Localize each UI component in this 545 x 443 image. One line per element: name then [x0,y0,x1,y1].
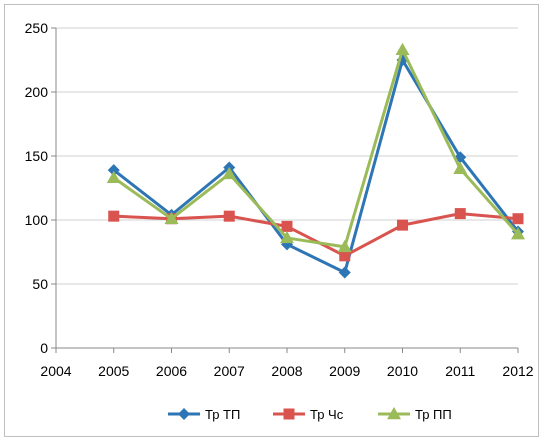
y-tick-label: 250 [25,20,49,36]
legend-marker [283,408,295,420]
legend-marker [178,408,190,420]
y-tick-label: 150 [25,148,49,164]
series-line-1 [112,58,520,274]
x-tick-label: 2012 [502,363,533,379]
series-2-point [108,210,120,222]
legend-label: Тр ТП [205,407,240,422]
series-2-point [281,220,293,232]
series-2-point [339,250,351,262]
series-2-point [397,219,408,231]
series-3-point [164,211,179,224]
series-3-point [395,42,410,56]
y-tick-label: 50 [32,276,48,292]
y-tick-label: 100 [25,212,49,228]
x-tick-label: 2009 [329,363,360,379]
legend-label: Тр ПП [415,407,452,422]
series-2-point [223,210,235,222]
series-3-point [106,170,121,184]
legend-marker [387,407,401,420]
x-tick-label: 2011 [445,363,475,379]
x-tick-label: 2010 [387,363,418,379]
y-tick-label: 200 [25,84,49,100]
x-tick-label: 2005 [98,363,129,379]
y-tick-label: 0 [40,340,48,356]
series-3-point [280,230,294,244]
series-3-point [511,227,525,240]
x-tick-label: 2008 [271,363,302,379]
series-3-point [222,166,237,180]
series-1-point [107,164,120,177]
series-2-point [454,208,466,220]
series-1-point [338,266,351,279]
legend-label: Тр Чс [310,407,344,422]
x-tick-label: 2006 [156,363,187,379]
series-3-point [453,161,468,175]
series-line-3 [112,48,520,249]
series-2-point [512,213,524,225]
x-tick-label: 2004 [40,363,71,379]
series-3-point [337,239,352,253]
x-tick-label: 2007 [214,363,245,379]
